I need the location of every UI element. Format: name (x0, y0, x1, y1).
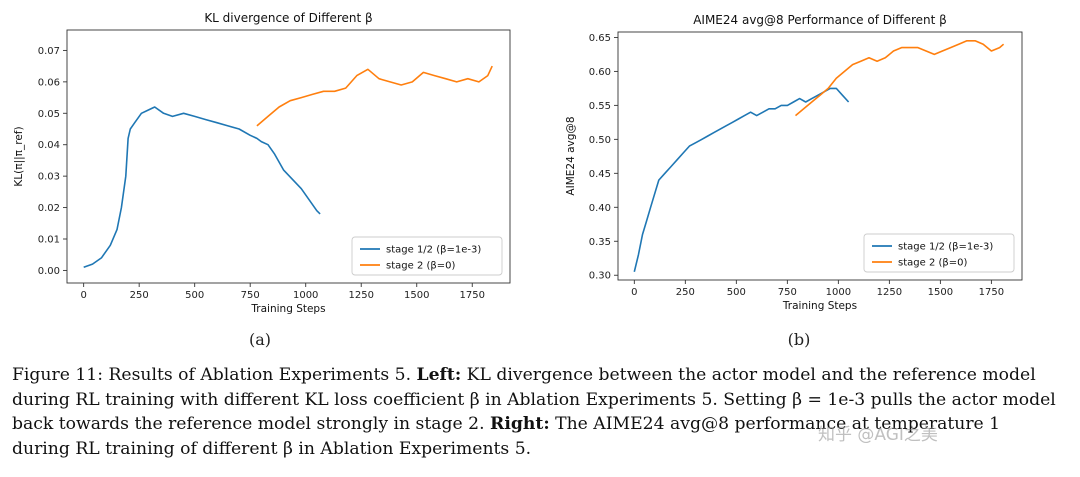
y-tick-label: 0.30 (589, 271, 611, 282)
aime-chart-svg: AIME24 avg@8 Performance of Different β 0… (565, 13, 1023, 312)
caption-right-label: Right: (490, 414, 550, 435)
x-tick-label: 1000 (293, 290, 318, 301)
y-tick-label: 0.03 (38, 172, 60, 183)
legend-box (863, 233, 1015, 273)
y-tick-label: 0.65 (589, 33, 611, 44)
x-tick-label: 1500 (404, 290, 429, 301)
plot-frame (617, 31, 1023, 281)
chart-title: AIME24 avg@8 Performance of Different β (693, 13, 947, 27)
aime-performance-chart: AIME24 avg@8 Performance of Different β 0… (540, 0, 1080, 318)
series-line-1 (633, 87, 850, 272)
watermark: 知乎 @AGI之美 (818, 425, 938, 445)
caption-figure: Figure 11: Results of Ablation Experimen… (12, 365, 412, 385)
y-tick-label: 0.35 (589, 237, 611, 248)
kl-chart-svg: KL divergence of Different β 0 250 500 750 10… (13, 11, 511, 315)
y-tick-label: 0.50 (589, 135, 611, 146)
y-tick-label: 0.02 (38, 203, 60, 214)
x-tick-label: 1750 (460, 290, 485, 301)
chart-title: KL divergence of Different β (204, 11, 372, 25)
y-axis-label: KL(π||π_ref) (13, 126, 25, 186)
y-tick-label: 0.05 (38, 109, 60, 120)
x-tick-label: 250 (130, 290, 149, 301)
caption-left-label: Left: (416, 365, 462, 385)
y-tick-label: 0.06 (38, 77, 60, 88)
legend-entry-2: stage 2 (β=0) (386, 261, 456, 272)
subfigure-label-b: (b) (787, 330, 811, 349)
legend-entry-1: stage 1/2 (β=1e-3) (898, 242, 993, 253)
x-axis-label: Training Steps (782, 300, 857, 312)
y-tick-label: 0.07 (38, 46, 60, 57)
x-tick-label: 1250 (877, 287, 902, 298)
caption-right-text: The AIME24 avg@8 performance at temperat… (12, 414, 1001, 459)
y-tick-label: 0.00 (38, 266, 60, 277)
y-axis-label: AIME24 avg@8 (565, 116, 577, 195)
x-tick-label: 500 (185, 290, 204, 301)
x-tick-label: 0 (80, 290, 86, 301)
y-tick-label: 0.04 (38, 140, 60, 151)
subfigure-label-a: (a) (248, 330, 272, 349)
series-line-2 (794, 39, 1005, 117)
x-tick-label: 1250 (348, 290, 373, 301)
series-line-2 (256, 65, 493, 127)
x-tick-label: 750 (241, 290, 260, 301)
plot-frame (66, 29, 511, 284)
x-tick-label: 1000 (826, 287, 851, 298)
caption-left-text: KL divergence between the actor model an… (12, 365, 1056, 435)
x-tick-label: 0 (631, 287, 637, 298)
legend-entry-1: stage 1/2 (β=1e-3) (386, 245, 481, 256)
x-tick-label: 1500 (928, 287, 953, 298)
x-tick-label: 250 (676, 287, 695, 298)
figure-caption: Figure 11: Results of Ablation Experimen… (12, 363, 1057, 461)
x-axis-label: Training Steps (250, 303, 325, 315)
x-tick-label: 1750 (979, 287, 1004, 298)
y-tick-label: 0.40 (589, 203, 611, 214)
x-tick-label: 750 (778, 287, 797, 298)
y-tick-label: 0.60 (589, 67, 611, 78)
x-tick-label: 500 (727, 287, 746, 298)
y-tick-label: 0.55 (589, 101, 611, 112)
y-tick-label: 0.01 (38, 235, 60, 246)
y-tick-label: 0.45 (589, 169, 611, 180)
series-line-1 (83, 106, 321, 269)
kl-divergence-chart: KL divergence of Different β 0 250 500 750 10… (0, 0, 540, 318)
legend-entry-2: stage 2 (β=0) (898, 258, 968, 269)
legend-box (351, 236, 503, 276)
